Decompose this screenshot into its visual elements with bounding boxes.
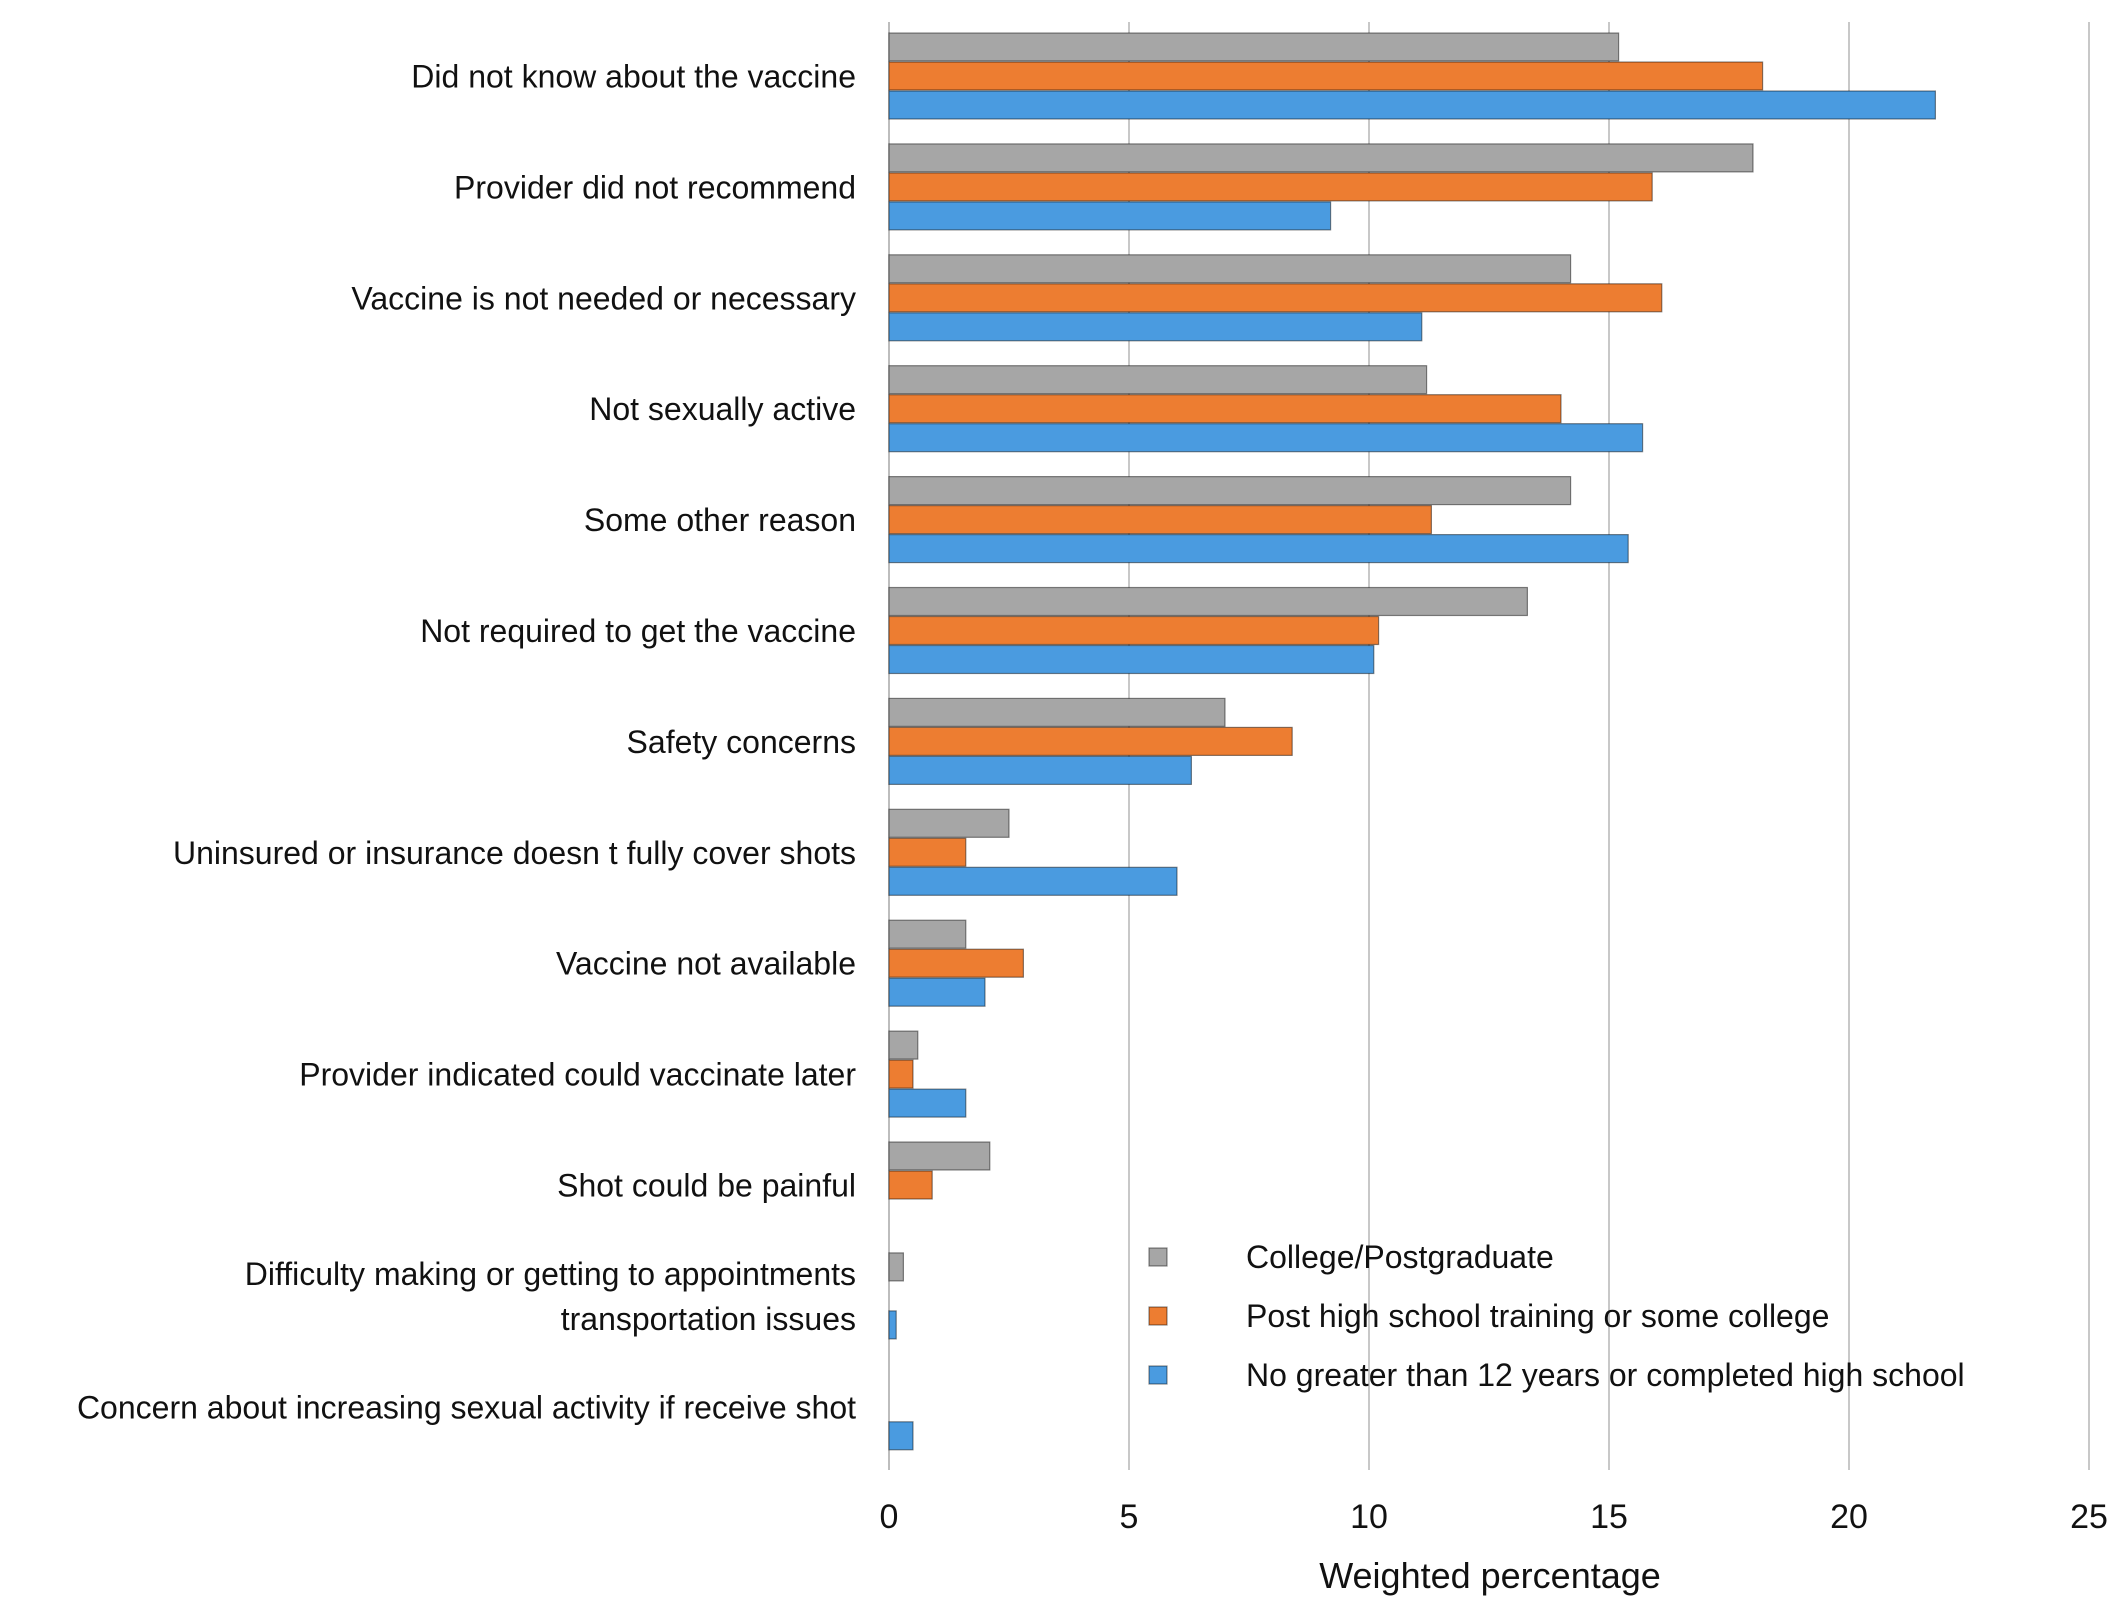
bar-series-1-cat-8 <box>888 948 1024 978</box>
legend-label: College/Postgraduate <box>1246 1239 1554 1275</box>
category-label: Safety concerns <box>627 724 856 760</box>
x-tick-labels: 0 5 10 15 20 25 <box>880 1498 2108 1536</box>
bar-series-2-cat-12 <box>888 1421 914 1451</box>
bar-series-1-cat-4 <box>888 505 1433 535</box>
category-label: Vaccine is not needed or necessary <box>351 280 856 316</box>
bar-series-1-cat-2 <box>888 283 1663 313</box>
legend-swatch <box>1148 1306 1168 1326</box>
bar-series-2-cat-0 <box>888 90 1937 120</box>
bar-series-0-cat-8 <box>888 919 967 949</box>
bar-series-1-cat-10 <box>888 1170 933 1200</box>
bar-series-1-cat-3 <box>888 394 1562 424</box>
bar-series-1-cat-9 <box>888 1059 914 1089</box>
bar-series-0-cat-11 <box>888 1252 904 1282</box>
category-label: Concern about increasing sexual activity… <box>77 1389 856 1425</box>
x-tick-label: 25 <box>2070 1498 2108 1536</box>
category-label: transportation issues <box>561 1301 856 1337</box>
bar-series-2-cat-8 <box>888 977 986 1007</box>
category-label: Some other reason <box>584 502 856 538</box>
bar-series-1-cat-7 <box>888 837 967 867</box>
legend-swatch <box>1148 1365 1168 1385</box>
legend-label: Post high school training or some colleg… <box>1246 1298 1829 1334</box>
x-tick-label: 5 <box>1120 1498 1139 1536</box>
category-label: Not required to get the vaccine <box>420 613 856 649</box>
bar-series-2-cat-5 <box>888 644 1375 675</box>
legend-label: No greater than 12 years or completed hi… <box>1246 1357 1965 1393</box>
bar-series-2-cat-11 <box>888 1310 897 1340</box>
bar-series-2-cat-3 <box>888 423 1644 453</box>
bar-series-0-cat-9 <box>888 1030 919 1060</box>
bar-series-2-cat-6 <box>888 755 1192 786</box>
category-label: Provider indicated could vaccinate later <box>299 1057 856 1093</box>
bar-series-1-cat-5 <box>888 615 1380 646</box>
x-axis-title: Weighted percentage <box>1319 1555 1661 1596</box>
bar-series-2-cat-9 <box>888 1088 967 1118</box>
bar-series-0-cat-3 <box>888 365 1428 395</box>
category-label: Shot could be painful <box>557 1168 856 1204</box>
bar-series-2-cat-4 <box>888 533 1629 564</box>
bar-series-2-cat-2 <box>888 312 1423 342</box>
bar-series-0-cat-0 <box>888 32 1620 62</box>
legend: College/Postgraduate Post high school tra… <box>1148 1239 1965 1393</box>
category-label: Difficulty making or getting to appointm… <box>245 1256 856 1292</box>
bar-series-0-cat-6 <box>888 697 1226 728</box>
bar-series-0-cat-7 <box>888 808 1010 838</box>
category-label: Did not know about the vaccine <box>411 59 856 95</box>
bar-series-0-cat-4 <box>888 476 1572 506</box>
bar-series-2-cat-7 <box>888 866 1178 896</box>
bar-series-1-cat-1 <box>888 172 1653 202</box>
category-label: Provider did not recommend <box>454 169 856 205</box>
legend-swatch <box>1148 1247 1168 1267</box>
x-tick-label: 20 <box>1830 1498 1868 1536</box>
bars <box>888 32 1937 1451</box>
bar-series-1-cat-0 <box>888 61 1764 91</box>
bar-series-1-cat-6 <box>888 726 1293 757</box>
category-label: Uninsured or insurance doesn t fully cov… <box>173 835 856 871</box>
category-label: Vaccine not available <box>556 946 856 982</box>
x-tick-label: 0 <box>880 1498 899 1536</box>
bar-series-0-cat-10 <box>888 1141 991 1171</box>
category-labels: Did not know about the vaccine Provider d… <box>77 59 856 1426</box>
x-tick-label: 10 <box>1350 1498 1388 1536</box>
bar-series-0-cat-2 <box>888 254 1572 284</box>
bar-series-2-cat-1 <box>888 201 1332 231</box>
bar-series-0-cat-5 <box>888 586 1529 617</box>
bar-series-0-cat-1 <box>888 143 1754 173</box>
x-tick-label: 15 <box>1590 1498 1628 1536</box>
category-label: Not sexually active <box>589 391 856 427</box>
